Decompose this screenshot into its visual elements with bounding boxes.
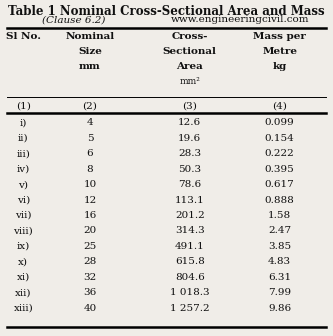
Text: Metre: Metre: [262, 47, 297, 56]
Text: v): v): [18, 180, 28, 189]
Text: i): i): [20, 118, 27, 127]
Text: (1): (1): [16, 101, 31, 111]
Text: 19.6: 19.6: [178, 134, 201, 143]
Text: 6.31: 6.31: [268, 273, 291, 282]
Text: mm²: mm²: [179, 77, 200, 86]
Text: 78.6: 78.6: [178, 180, 201, 189]
Text: 50.3: 50.3: [178, 165, 201, 174]
Text: 12.6: 12.6: [178, 118, 201, 127]
Text: 0.395: 0.395: [265, 165, 295, 174]
Text: kg: kg: [273, 62, 287, 71]
Text: 10: 10: [83, 180, 97, 189]
Text: 0.617: 0.617: [265, 180, 295, 189]
Text: 5: 5: [87, 134, 93, 143]
Text: 28: 28: [83, 257, 97, 266]
Text: 9.86: 9.86: [268, 304, 291, 313]
Text: vi): vi): [17, 196, 30, 205]
Text: 12: 12: [83, 196, 97, 205]
Text: 113.1: 113.1: [175, 196, 205, 205]
Text: Table 1 Nominal Cross-Sectional Area and Mass: Table 1 Nominal Cross-Sectional Area and…: [8, 5, 325, 18]
Text: 25: 25: [83, 242, 97, 251]
Text: 8: 8: [87, 165, 93, 174]
Text: vii): vii): [15, 211, 32, 220]
Text: 2.47: 2.47: [268, 226, 291, 236]
Text: 36: 36: [83, 288, 97, 297]
Text: 28.3: 28.3: [178, 149, 201, 158]
Text: xi): xi): [17, 273, 30, 282]
Text: Size: Size: [78, 47, 102, 56]
Text: mm: mm: [79, 62, 101, 71]
Text: x): x): [18, 257, 28, 266]
Text: 40: 40: [83, 304, 97, 313]
Text: 201.2: 201.2: [175, 211, 205, 220]
Text: Sectional: Sectional: [163, 47, 217, 56]
Text: 20: 20: [83, 226, 97, 236]
Text: 32: 32: [83, 273, 97, 282]
Text: 0.099: 0.099: [265, 118, 295, 127]
Text: 0.222: 0.222: [265, 149, 295, 158]
Text: Sl No.: Sl No.: [6, 32, 41, 41]
Text: 1 018.3: 1 018.3: [170, 288, 209, 297]
Text: 804.6: 804.6: [175, 273, 205, 282]
Text: 6: 6: [87, 149, 93, 158]
Text: iv): iv): [17, 165, 30, 174]
Text: iii): iii): [16, 149, 30, 158]
Text: 7.99: 7.99: [268, 288, 291, 297]
Text: Mass per: Mass per: [253, 32, 306, 41]
Text: 16: 16: [83, 211, 97, 220]
Text: 0.888: 0.888: [265, 196, 295, 205]
Text: (3): (3): [182, 101, 197, 111]
Text: (Clause 6.2): (Clause 6.2): [42, 15, 105, 24]
Text: Cross-: Cross-: [171, 32, 208, 41]
Text: 4.83: 4.83: [268, 257, 291, 266]
Text: xii): xii): [15, 288, 32, 297]
Text: 3.85: 3.85: [268, 242, 291, 251]
Text: ix): ix): [17, 242, 30, 251]
Text: Nominal: Nominal: [65, 32, 115, 41]
Text: (2): (2): [83, 101, 97, 111]
Text: 615.8: 615.8: [175, 257, 205, 266]
Text: 4: 4: [87, 118, 93, 127]
Text: viii): viii): [13, 226, 33, 236]
Text: www.engineeringcivil.com: www.engineeringcivil.com: [170, 15, 309, 24]
Text: 1.58: 1.58: [268, 211, 291, 220]
Text: 314.3: 314.3: [175, 226, 205, 236]
Text: 0.154: 0.154: [265, 134, 295, 143]
Text: 491.1: 491.1: [175, 242, 205, 251]
Text: ii): ii): [18, 134, 29, 143]
Text: xiii): xiii): [13, 304, 33, 313]
Text: 1 257.2: 1 257.2: [170, 304, 209, 313]
Text: Area: Area: [176, 62, 203, 71]
Text: (4): (4): [272, 101, 287, 111]
